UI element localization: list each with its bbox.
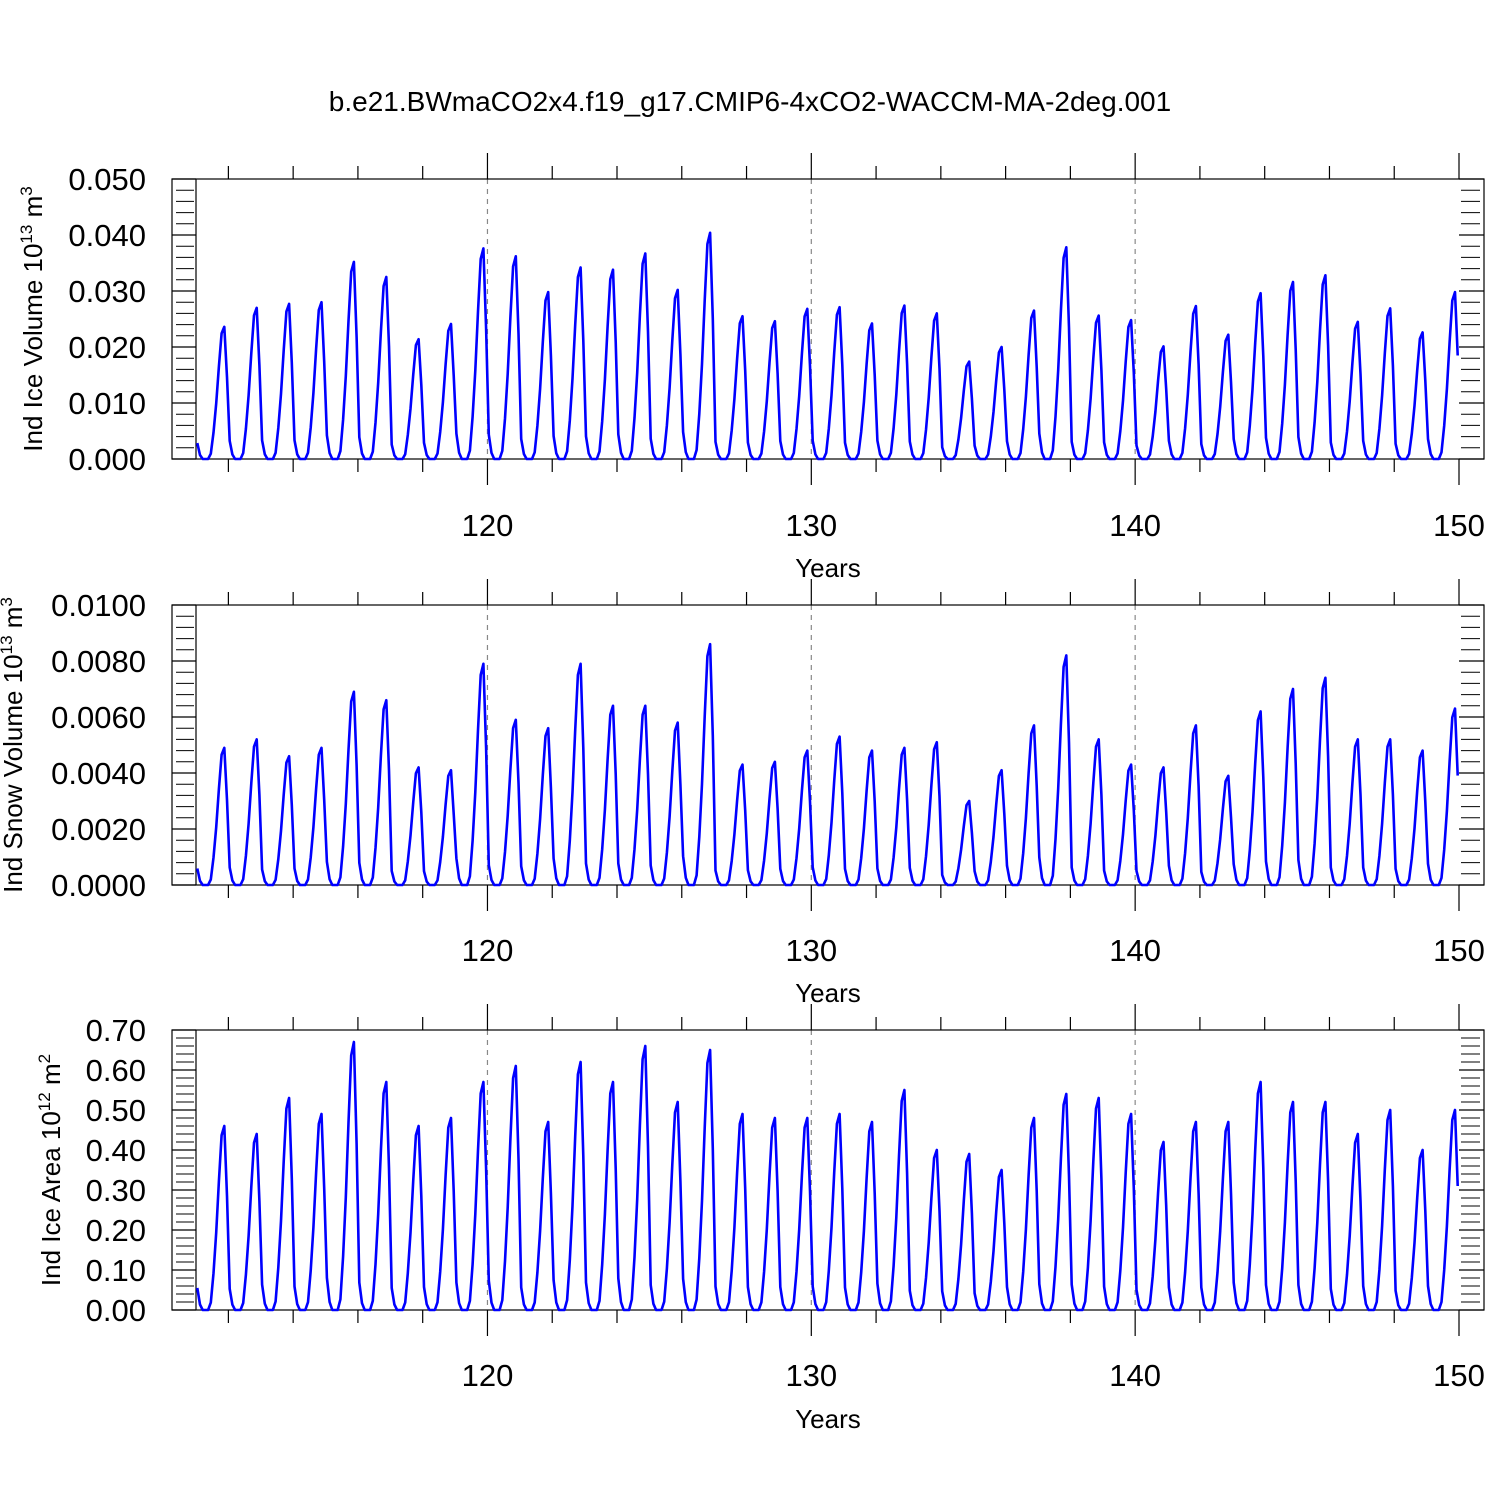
ice-area-y-tick-label: 0.20: [86, 1213, 146, 1248]
snow-volume-y-tick-label: 0.0020: [51, 812, 146, 847]
ice-area-y-tick-label: 0.60: [86, 1053, 146, 1088]
ice-volume-y-tick-label: 0.020: [68, 330, 146, 365]
ice-area-frame: [171, 1029, 1485, 1311]
ice-volume-x-tick-label: 130: [785, 508, 837, 543]
ice-volume-y-tick-label: 0.050: [68, 162, 146, 197]
figure-title: b.e21.BWmaCO2x4.f19_g17.CMIP6-4xCO2-WACC…: [328, 86, 1172, 117]
snow-volume-y-tick-label: 0.0100: [51, 588, 146, 623]
ice-area-x-tick-label: 120: [462, 1358, 514, 1393]
snow-volume-y-axis-label: Ind Snow Volume 1013 m3: [0, 597, 28, 893]
ice-volume-y-tick-label: 0.010: [68, 386, 146, 421]
ice-area-y-tick-label: 0.30: [86, 1173, 146, 1208]
ice-area-x-tick-label: 140: [1109, 1358, 1161, 1393]
ice-volume-y-axis-label: Ind Ice Volume 1013 m3: [17, 186, 48, 451]
ice-area-y-axis-label: Ind Ice Area 1012 m2: [35, 1054, 66, 1286]
snow-volume-y-tick-label: 0.0080: [51, 644, 146, 679]
snow-volume-series-line: [196, 642, 1459, 887]
snow-volume-panel: 120 130 140 150 0.0000 0.0020 0.0040 0.0060 0.00…: [0, 579, 1485, 1008]
snow-volume-frame: [171, 604, 1485, 886]
ice-area-x-axis-label: Years: [795, 1404, 861, 1434]
ice-volume-y-tick-label: 0.040: [68, 218, 146, 253]
ice-area-y-tick-label: 0.70: [86, 1013, 146, 1048]
snow-volume-y-tick-label: 0.0040: [51, 756, 146, 791]
ice-area-panel: 120 130 140 150 0.00 0.10 0.20 0.30 0.40 0.50 0.60…: [35, 1004, 1485, 1434]
ice-volume-x-axis-label: Years: [795, 553, 861, 583]
ice-volume-y-tick-label: 0.000: [68, 442, 146, 477]
ice-area-y-tick-label: 0.50: [86, 1093, 146, 1128]
snow-volume-y-tick-label: 0.0060: [51, 700, 146, 735]
ice-volume-frame: [171, 178, 1485, 460]
snow-volume-x-tick-label: 140: [1109, 933, 1161, 968]
ice-volume-series-line: [196, 231, 1459, 461]
ice-volume-x-tick-label: 140: [1109, 508, 1161, 543]
snow-volume-y-tick-label: 0.0000: [51, 868, 146, 903]
snow-volume-x-tick-label: 120: [462, 933, 514, 968]
ice-area-series-line: [196, 1040, 1459, 1312]
ice-area-x-tick-label: 150: [1433, 1358, 1485, 1393]
snow-volume-x-tick-label: 130: [785, 933, 837, 968]
ice-area-y-tick-label: 0.40: [86, 1133, 146, 1168]
ice-volume-x-tick-label: 120: [462, 508, 514, 543]
snow-volume-x-axis-label: Years: [795, 978, 861, 1008]
ice-area-x-tick-label: 130: [785, 1358, 837, 1393]
ice-volume-y-tick-label: 0.030: [68, 274, 146, 309]
ice-volume-x-tick-label: 150: [1433, 508, 1485, 543]
ice-area-y-tick-label: 0.10: [86, 1253, 146, 1288]
ice-area-y-tick-label: 0.00: [86, 1293, 146, 1328]
snow-volume-x-tick-label: 150: [1433, 933, 1485, 968]
ice-volume-panel: 120 130 140 150 0.000 0.010 0.020 0.030 0.040 0.0…: [17, 153, 1485, 583]
